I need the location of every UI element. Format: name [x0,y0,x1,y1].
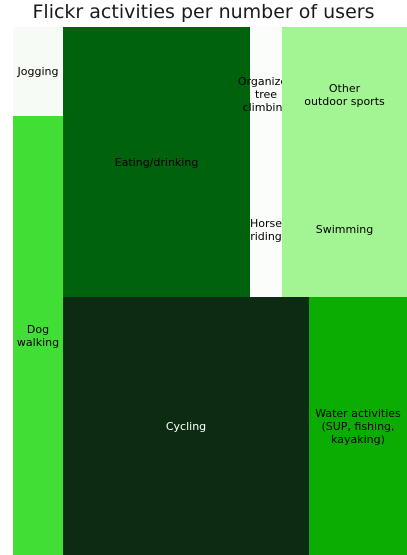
chart-title: Flickr activities per number of users [32,1,375,23]
tile-horse-riding-label: Horse riding [249,216,283,243]
tile-water-activities: Water activities (SUP, fishing, kayaking… [309,297,407,555]
tile-cycling-label: Cycling [165,419,207,433]
tile-organized-tree-climbing: Organized tree climbing [238,27,294,162]
tile-other-outdoor-sports-label: Other outdoor sports [304,81,385,108]
tile-other-outdoor-sports: Other outdoor sports [282,27,407,162]
tile-jogging-label: Jogging [17,65,59,78]
tile-dog-walking-label: Dog walking [16,322,60,349]
treemap: Jogging Dog walking Eating/drinking Organiz… [13,27,407,555]
tile-horse-riding: Horse riding [250,162,282,297]
tile-eating-drinking: Eating/drinking [63,27,250,297]
tile-water-activities-label: Water activities (SUP, fishing, kayaking… [315,406,401,446]
tile-cycling: Cycling [63,297,309,555]
tile-eating-drinking-label: Eating/drinking [114,155,199,169]
tile-dog-walking: Dog walking [13,116,63,555]
tile-jogging: Jogging [13,27,63,116]
tile-swimming: Swimming [282,162,407,297]
tile-swimming-label: Swimming [315,223,374,236]
